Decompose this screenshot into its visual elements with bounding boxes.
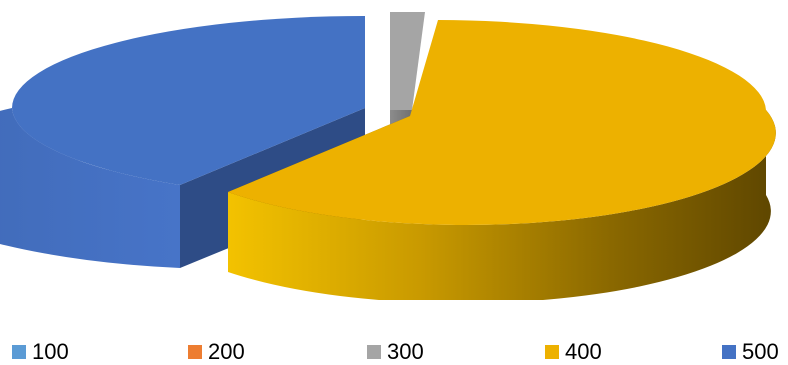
legend-item-200: 200 [188, 340, 245, 364]
legend-item-500: 500 [722, 340, 779, 364]
legend-item-100: 100 [12, 340, 69, 364]
legend-swatch-300 [367, 345, 381, 359]
legend-swatch-200 [188, 345, 202, 359]
legend-label-500: 500 [742, 339, 779, 364]
legend-label-300: 300 [387, 339, 424, 364]
slice-500-side [0, 108, 180, 268]
legend-swatch-400 [545, 345, 559, 359]
chart-legend: 100 200 300 400 500 [0, 340, 788, 364]
slice-500 [0, 15, 365, 268]
slice-300-top [390, 12, 425, 110]
slice-500-top [12, 15, 365, 185]
slice-400-side [228, 110, 776, 300]
slice-400-top [228, 20, 776, 225]
legend-swatch-100 [12, 345, 26, 359]
legend-label-400: 400 [565, 339, 602, 364]
legend-swatch-500 [722, 345, 736, 359]
legend-item-400: 400 [545, 340, 602, 364]
legend-label-200: 200 [208, 339, 245, 364]
slice-400 [228, 20, 776, 300]
legend-label-100: 100 [32, 339, 69, 364]
pie-chart [0, 12, 776, 300]
legend-item-300: 300 [367, 340, 424, 364]
